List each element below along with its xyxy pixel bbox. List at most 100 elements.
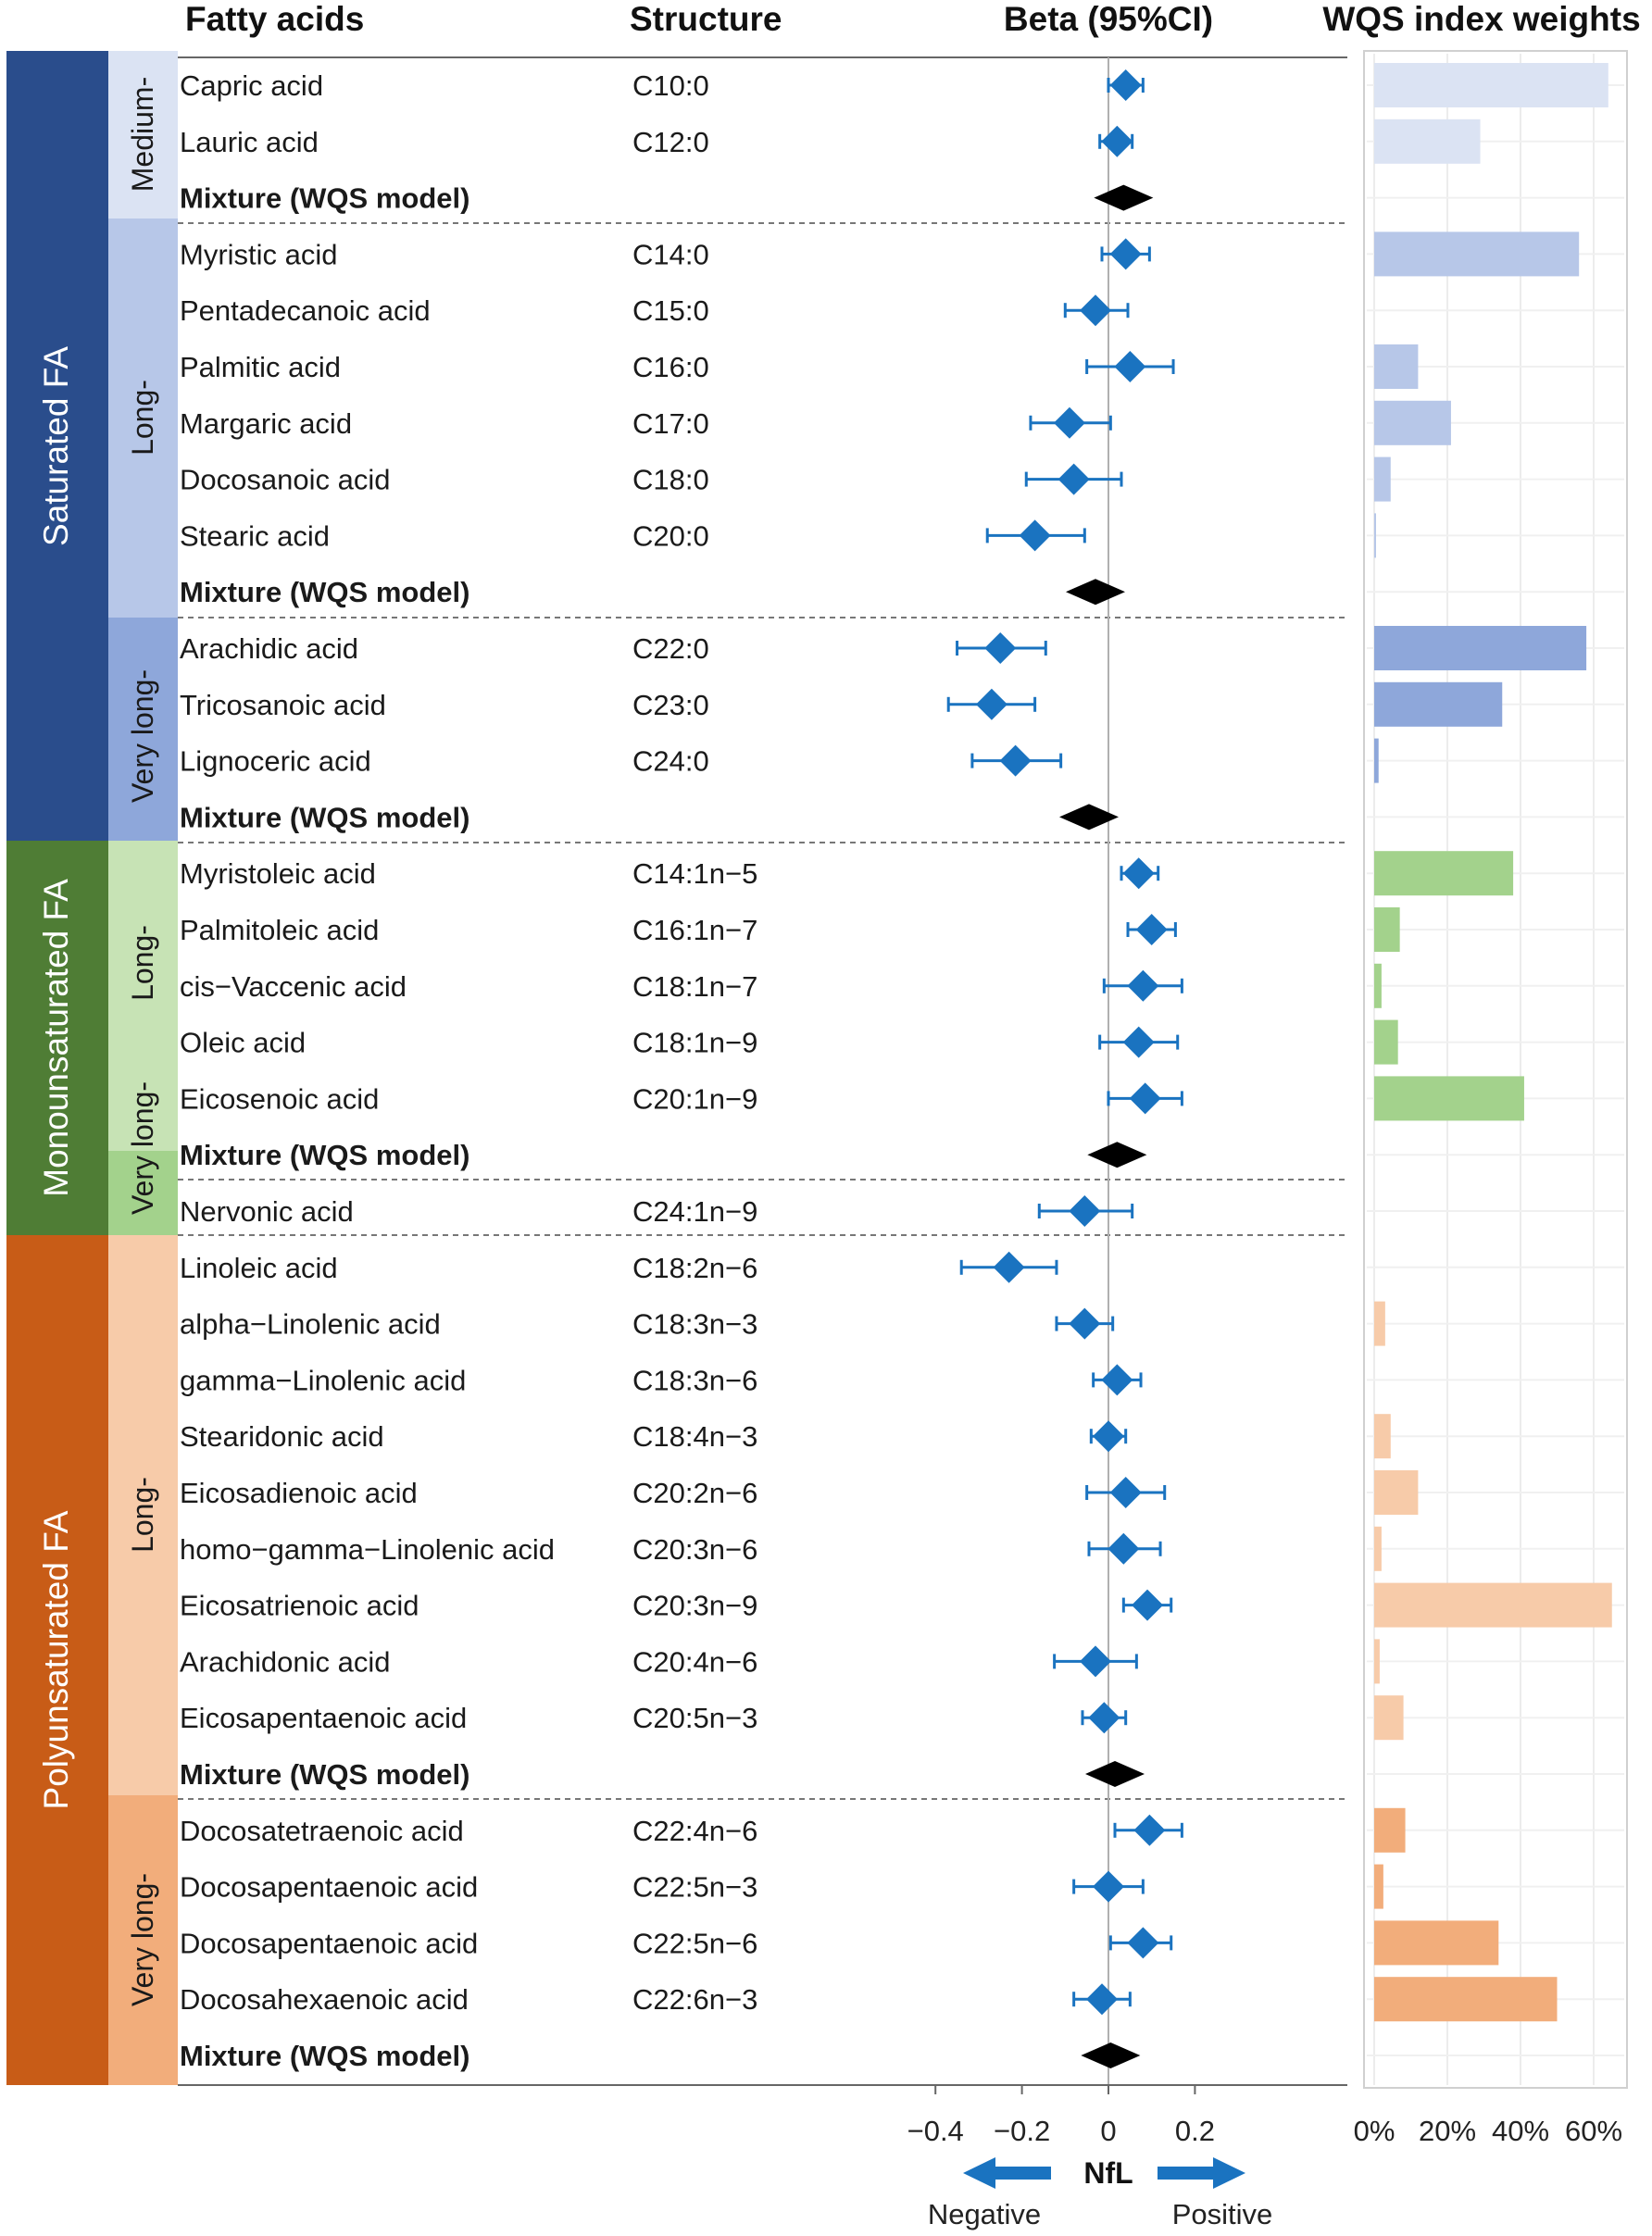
fatty-acid-name: Docosanoic acid bbox=[180, 464, 390, 496]
fatty-acid-name: Docosapentaenoic acid bbox=[180, 1871, 478, 1904]
fatty-acid-structure: C16:0 bbox=[632, 351, 709, 383]
fatty-acid-structure: C18:3n−6 bbox=[632, 1364, 757, 1396]
subgroup-band-mufa-long bbox=[108, 841, 178, 1151]
fatty-acid-name: Palmitoleic acid bbox=[180, 914, 379, 946]
fatty-acid-structure: C20:5n−3 bbox=[632, 1702, 757, 1734]
beta-point-diamond bbox=[1133, 1814, 1166, 1846]
fatty-acid-name: Capric acid bbox=[180, 69, 323, 102]
beta-point-diamond bbox=[1109, 69, 1142, 101]
wqs-weight-bar bbox=[1374, 1864, 1383, 1909]
beta-point-diamond bbox=[1069, 1195, 1101, 1227]
subgroup-band-sfa-verylong bbox=[108, 618, 178, 841]
beta-point-diamond bbox=[1093, 1870, 1124, 1903]
wqs-weight-bar bbox=[1374, 1470, 1419, 1515]
wqs-weight-bar bbox=[1374, 119, 1481, 164]
mixture-estimate-diamond bbox=[1058, 804, 1119, 831]
fatty-acid-name: Docosapentaenoic acid bbox=[180, 1927, 478, 1959]
fatty-acid-name: cis−Vaccenic acid bbox=[180, 970, 407, 1003]
fatty-acid-structure: C20:4n−6 bbox=[632, 1645, 757, 1678]
mixture-estimate-diamond bbox=[1085, 1761, 1145, 1787]
weight-tick-label: 60% bbox=[1565, 2115, 1622, 2147]
subgroup-band-sfa-medium bbox=[108, 51, 178, 219]
wqs-weight-bar bbox=[1374, 513, 1376, 558]
subgroup-label-mufa-verylong: Very long- bbox=[126, 1081, 159, 1215]
wqs-weight-bar bbox=[1374, 1920, 1499, 1966]
fatty-acid-structure: C22:6n−3 bbox=[632, 1983, 757, 2016]
fatty-acid-structure: C18:4n−3 bbox=[632, 1420, 757, 1453]
fatty-acid-structure: C22:5n−3 bbox=[632, 1871, 757, 1904]
fatty-acid-structure: C22:5n−6 bbox=[632, 1927, 757, 1959]
weight-tick-label: 40% bbox=[1492, 2115, 1549, 2147]
fatty-acid-structure: C18:0 bbox=[632, 464, 709, 496]
header-structure: Structure bbox=[630, 0, 782, 38]
fatty-acid-structure: C14:0 bbox=[632, 238, 709, 270]
mixture-estimate-diamond bbox=[1065, 579, 1125, 606]
group-label-saturated: Saturated FA bbox=[37, 346, 75, 546]
fatty-acid-structure: C16:1n−7 bbox=[632, 914, 757, 946]
x-axis-label: NfL bbox=[1083, 2156, 1133, 2190]
x-tick-label: −0.4 bbox=[907, 2115, 964, 2147]
mixture-label: Mixture (WQS model) bbox=[180, 1758, 469, 1791]
wqs-weight-bar bbox=[1374, 1076, 1524, 1121]
header-wqs-weights: WQS index weights bbox=[1322, 0, 1640, 38]
weights-panel bbox=[1363, 50, 1628, 2089]
beta-point-diamond bbox=[1069, 1307, 1101, 1340]
fatty-acid-name: Stearidonic acid bbox=[180, 1420, 384, 1453]
table-rows: Capric acid C10:0 Lauric acid C12:0 Mixture … bbox=[180, 69, 757, 2072]
weights-axis-ticks: 0% 20% 40% 60% bbox=[1354, 2115, 1622, 2147]
fatty-acid-structure: C24:0 bbox=[632, 745, 709, 778]
header-beta: Beta (95%CI) bbox=[1004, 0, 1213, 38]
x-tick-label: 0 bbox=[1100, 2115, 1116, 2147]
header-fatty-acids: Fatty acids bbox=[185, 0, 364, 38]
fatty-acid-structure: C18:2n−6 bbox=[632, 1252, 757, 1284]
fatty-acid-name: Palmitic acid bbox=[180, 351, 341, 383]
fatty-acid-structure: C20:1n−9 bbox=[632, 1082, 757, 1115]
positive-arrow bbox=[1158, 2157, 1245, 2189]
subgroup-label-mufa-long: Long- bbox=[126, 925, 159, 1001]
fatty-acid-name: homo−gamma−Linolenic acid bbox=[180, 1533, 555, 1566]
fatty-acid-structure: C10:0 bbox=[632, 69, 709, 102]
mixture-label: Mixture (WQS model) bbox=[180, 2040, 469, 2072]
mixture-estimate-diamond bbox=[1087, 1142, 1147, 1168]
beta-point-diamond bbox=[1108, 1532, 1140, 1565]
beta-point-diamond bbox=[1101, 125, 1133, 157]
fatty-acid-structure: C22:4n−6 bbox=[632, 1815, 757, 1847]
wqs-weight-bar bbox=[1374, 456, 1391, 502]
subgroup-label-sfa-long: Long- bbox=[126, 380, 159, 456]
group-label-monounsaturated: Monounsaturated FA bbox=[37, 879, 75, 1197]
beta-point-diamond bbox=[1019, 519, 1051, 552]
beta-point-diamond bbox=[1085, 1983, 1118, 2016]
beta-point-diamond bbox=[975, 688, 1007, 720]
separators bbox=[178, 56, 1347, 2086]
fatty-acid-name: Linoleic acid bbox=[180, 1252, 338, 1284]
wqs-weight-bar bbox=[1374, 1639, 1380, 1684]
beta-point-diamond bbox=[999, 744, 1032, 777]
negative-direction-label: Negative bbox=[928, 2198, 1041, 2230]
fatty-acid-name: Myristoleic acid bbox=[180, 857, 376, 890]
fatty-acid-name: Lauric acid bbox=[180, 126, 319, 158]
wqs-weight-bar bbox=[1374, 907, 1400, 952]
mixture-label: Mixture (WQS model) bbox=[180, 801, 469, 833]
beta-point-diamond bbox=[1122, 857, 1155, 890]
mixture-estimate-diamond bbox=[1081, 2042, 1141, 2068]
beta-point-diamond bbox=[1127, 969, 1159, 1002]
fatty-acid-name: gamma−Linolenic acid bbox=[180, 1364, 466, 1396]
mixture-label: Mixture (WQS model) bbox=[180, 182, 469, 215]
fatty-acid-structure: C12:0 bbox=[632, 126, 709, 158]
fatty-acid-structure: C18:1n−7 bbox=[632, 970, 757, 1003]
beta-point-diamond bbox=[1053, 406, 1085, 439]
fatty-acid-structure: C15:0 bbox=[632, 294, 709, 327]
wqs-weight-bar bbox=[1374, 1019, 1398, 1065]
fatty-acid-name: Eicosapentaenoic acid bbox=[180, 1702, 467, 1734]
fatty-acid-name: Docosatetraenoic acid bbox=[180, 1815, 464, 1847]
wqs-weight-bar bbox=[1374, 1695, 1404, 1741]
subgroup-band-pufa-long bbox=[108, 1235, 178, 1795]
fatty-acid-structure: C18:1n−9 bbox=[632, 1027, 757, 1059]
beta-point-diamond bbox=[1122, 1026, 1155, 1058]
wqs-weight-bar bbox=[1374, 1977, 1558, 2022]
wqs-weight-bar bbox=[1374, 851, 1514, 896]
wqs-weight-bar bbox=[1374, 1526, 1382, 1571]
subgroup-label-pufa-long: Long- bbox=[126, 1477, 159, 1553]
fatty-acid-name: Pentadecanoic acid bbox=[180, 294, 431, 327]
